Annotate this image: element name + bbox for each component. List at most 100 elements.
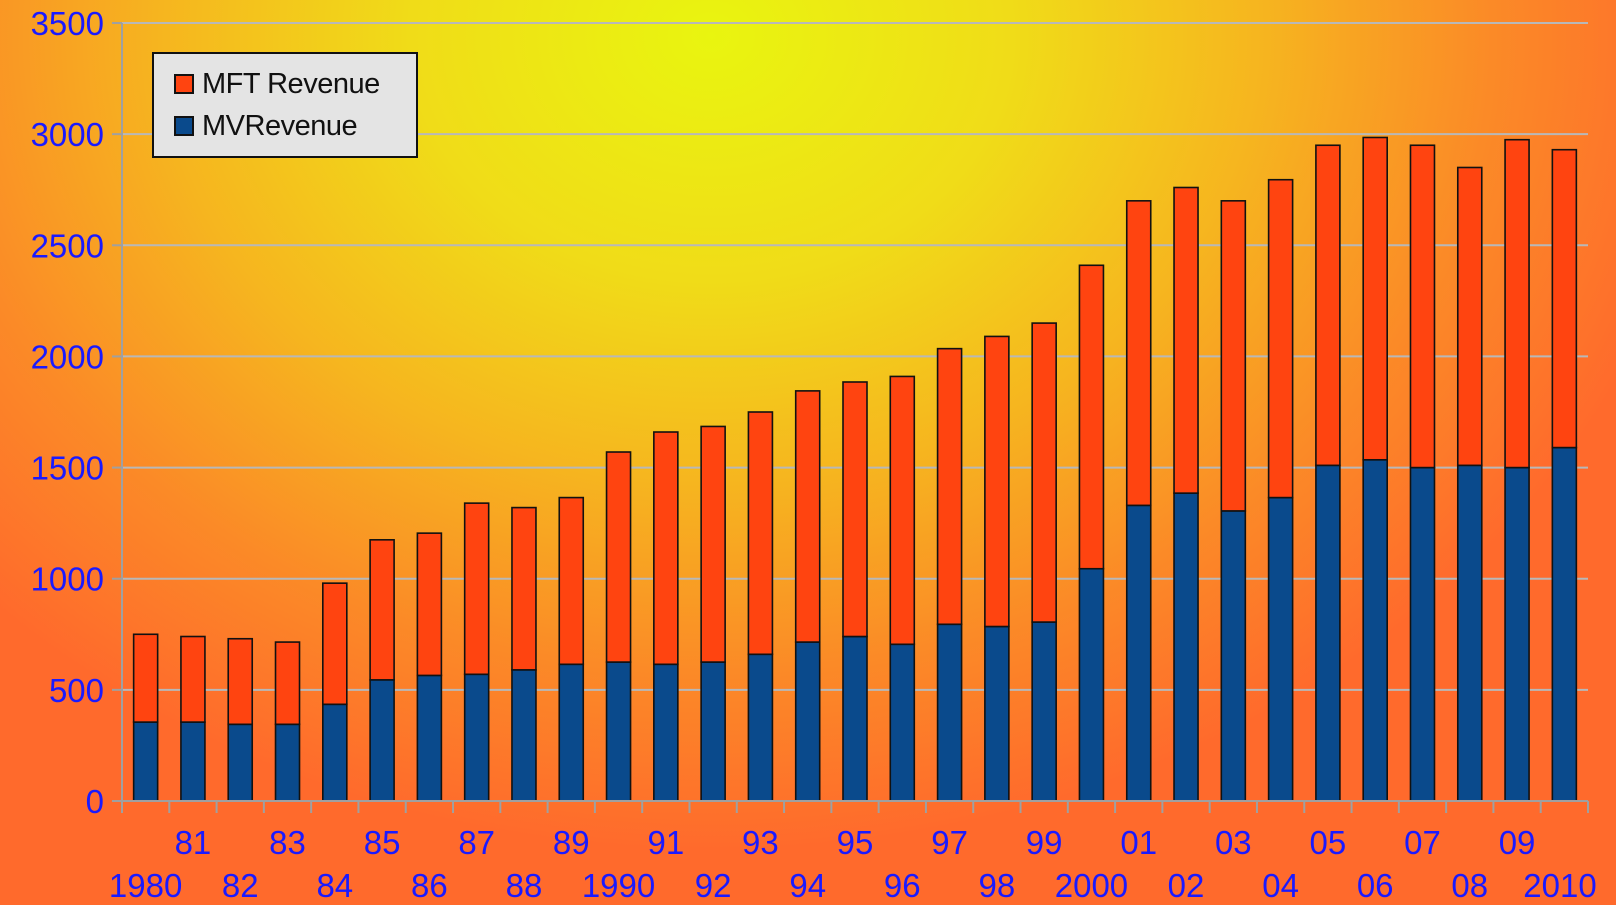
x-tick-label: 06 xyxy=(1357,867,1394,904)
x-tick-label: 87 xyxy=(458,824,495,861)
bar-segment-mv xyxy=(1315,464,1341,802)
bar-segment-mv xyxy=(274,723,301,802)
x-tick-label: 05 xyxy=(1310,824,1347,861)
bar-segment-mft xyxy=(1267,178,1294,499)
bar-segment-mft xyxy=(1031,322,1057,623)
bar-segment-mv xyxy=(322,703,348,802)
bar-segment-mft xyxy=(1409,144,1436,469)
bar-segment-mft xyxy=(1173,186,1199,494)
x-tick-label: 2010 xyxy=(1523,867,1596,904)
y-tick-label: 2500 xyxy=(31,227,104,264)
x-tick-label: 07 xyxy=(1404,824,1441,861)
bar-segment-mv xyxy=(463,673,490,802)
x-tick-label: 1980 xyxy=(109,867,182,904)
bar-segment-mv xyxy=(180,721,206,802)
x-tick-label: 86 xyxy=(411,867,448,904)
bar-segment-mft xyxy=(416,532,443,677)
bar-segment-mft xyxy=(369,539,395,681)
legend-swatch-mv xyxy=(174,116,194,136)
bar-segment-mv xyxy=(1551,446,1578,802)
bar-segment-mft xyxy=(180,635,206,723)
x-tick-label: 98 xyxy=(979,867,1016,904)
bar-segment-mft xyxy=(463,502,490,676)
bar-segment-mv xyxy=(1078,567,1105,802)
x-tick-label: 83 xyxy=(269,824,306,861)
bar-segment-mv xyxy=(889,643,916,802)
bar-segment-mft xyxy=(889,375,916,646)
bar-segment-mv xyxy=(227,723,254,802)
x-tick-label: 85 xyxy=(364,824,401,861)
bar-segment-mft xyxy=(274,641,301,726)
bar-segment-mft xyxy=(842,381,868,638)
bar-segment-mv xyxy=(1456,464,1483,802)
bar-segment-mv xyxy=(1504,466,1530,802)
x-tick-label: 03 xyxy=(1215,824,1252,861)
x-tick-label: 93 xyxy=(742,824,779,861)
bar-segment-mft xyxy=(1125,200,1152,507)
bar-segment-mv xyxy=(1031,621,1057,802)
y-tick-label: 1000 xyxy=(31,561,104,598)
bar-segment-mv xyxy=(369,679,395,802)
bar-segment-mft xyxy=(322,582,348,706)
bar-segment-mv xyxy=(747,653,774,802)
bar-segment-mft xyxy=(1315,144,1341,467)
bar-segment-mft xyxy=(1362,136,1388,461)
bar-segment-mv xyxy=(558,663,585,802)
x-tick-label: 88 xyxy=(506,867,543,904)
bar-segment-mft xyxy=(227,637,254,726)
bar-segment-mv xyxy=(1267,496,1294,802)
bar-segment-mft xyxy=(511,506,537,671)
bar-segment-mv xyxy=(1125,504,1152,802)
x-tick-label: 82 xyxy=(222,867,259,904)
x-tick-label: 04 xyxy=(1262,867,1299,904)
bar-segment-mft xyxy=(558,496,585,666)
legend-item-mv: MVRevenue xyxy=(174,109,358,142)
bar-segment-mft xyxy=(1220,200,1247,512)
bar-segment-mv xyxy=(1220,510,1247,802)
bar-segment-mv xyxy=(511,669,537,802)
x-tick-label: 2000 xyxy=(1055,867,1128,904)
bar-segment-mv xyxy=(794,641,821,802)
bar-segment-mft xyxy=(605,451,632,663)
y-tick-label: 0 xyxy=(86,783,104,820)
x-tick-label: 99 xyxy=(1026,824,1063,861)
x-tick-label: 94 xyxy=(789,867,826,904)
bar-segment-mft xyxy=(132,633,159,723)
bar-segment-mft xyxy=(794,390,821,643)
bar-segment-mft xyxy=(936,347,963,626)
bar-segment-mv xyxy=(416,674,443,802)
x-tick-label: 97 xyxy=(931,824,968,861)
x-tick-label: 01 xyxy=(1120,824,1157,861)
x-tick-label: 95 xyxy=(837,824,874,861)
y-tick-label: 500 xyxy=(49,672,104,709)
y-tick-label: 1500 xyxy=(31,450,104,487)
x-tick-label: 91 xyxy=(647,824,684,861)
legend: MFT Revenue MVRevenue xyxy=(152,52,418,158)
x-tick-label: 84 xyxy=(316,867,353,904)
x-tick-label: 09 xyxy=(1499,824,1536,861)
bar-segment-mv xyxy=(936,623,963,802)
bar-segment-mft xyxy=(1456,166,1483,467)
x-tick-label: 81 xyxy=(175,824,212,861)
x-tick-label: 92 xyxy=(695,867,732,904)
x-tick-label: 96 xyxy=(884,867,921,904)
bar-segment-mft xyxy=(1551,148,1578,449)
bar-segment-mv xyxy=(132,721,159,802)
bar-segment-mv xyxy=(1409,466,1436,802)
legend-label-mft: MFT Revenue xyxy=(202,67,380,100)
x-tick-label: 08 xyxy=(1451,867,1488,904)
bar-segment-mft xyxy=(984,335,1010,628)
legend-label-mv: MVRevenue xyxy=(202,109,358,142)
bar-segment-mv xyxy=(605,661,632,802)
bar-segment-mv xyxy=(700,661,726,802)
y-tick-label: 3000 xyxy=(31,116,104,153)
legend-item-mft: MFT Revenue xyxy=(174,67,380,100)
bar-segment-mv xyxy=(984,625,1010,802)
bar-segment-mft xyxy=(1504,138,1530,469)
legend-swatch-mft xyxy=(174,74,194,94)
x-tick-label: 89 xyxy=(553,824,590,861)
bar-segment-mv xyxy=(653,663,679,802)
bar-segment-mft xyxy=(653,431,679,666)
